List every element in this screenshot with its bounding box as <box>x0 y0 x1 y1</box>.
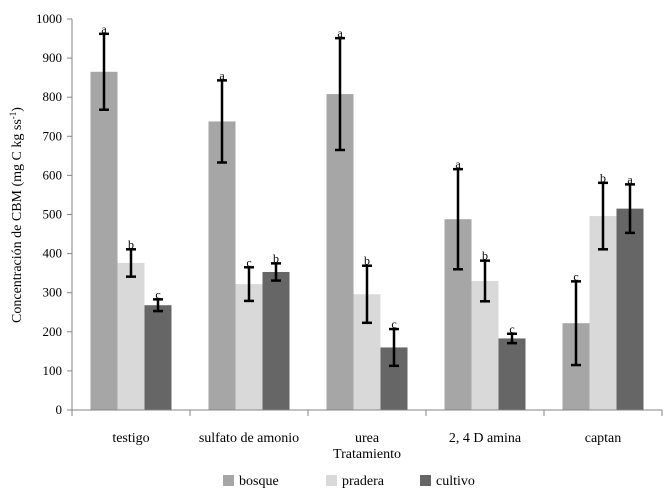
y-tick-label-800: 800 <box>43 89 63 104</box>
sig-letter-pradera-2: b <box>364 254 370 268</box>
sig-letter-pradera-3: b <box>482 249 488 263</box>
sig-letter-cultivo-0: c <box>155 287 160 301</box>
y-tick-label-400: 400 <box>43 246 63 261</box>
bar-cultivo-4 <box>616 208 644 410</box>
sig-letter-cultivo-4: a <box>627 172 633 186</box>
y-tick-label-700: 700 <box>43 128 63 143</box>
sig-letter-cultivo-3: c <box>509 322 514 336</box>
y-tick-label-600: 600 <box>43 167 63 182</box>
axes: testigo sulfato de amonio urea 2, 4 D amina… <box>36 11 663 446</box>
bar-bosque-0 <box>90 71 118 410</box>
y-axis-title-sup: -1 <box>8 112 18 120</box>
y-tick-label-100: 100 <box>43 363 63 378</box>
y-axis-title-end: ) <box>10 107 25 112</box>
bar-cultivo-3 <box>498 338 526 410</box>
y-axis-title: Concentración de CBM (mg C kg ss-1) <box>8 107 25 323</box>
category-label-3: 2, 4 D amina <box>449 431 522 446</box>
legend-label-cultivo: cultivo <box>436 474 475 489</box>
x-axis-title: Tratamiento <box>333 447 401 462</box>
bar-cultivo-1 <box>262 271 290 410</box>
y-tick-label-1000: 1000 <box>36 11 62 26</box>
y-tick-label-300: 300 <box>43 285 63 300</box>
y-axis-title-main: Concentración de CBM (mg C kg ss <box>10 119 25 323</box>
sig-letter-pradera-1: c <box>246 255 251 269</box>
bar-pradera-0 <box>117 262 145 410</box>
legend-label-pradera: pradera <box>342 474 385 489</box>
bars: a b c a c b a b c a b c c b a <box>90 22 644 411</box>
y-tick-label-200: 200 <box>43 324 63 339</box>
sig-letter-bosque-2: a <box>337 26 343 40</box>
legend-swatch-bosque <box>223 475 234 486</box>
legend-label-bosque: bosque <box>239 474 279 489</box>
sig-letter-pradera-4: b <box>600 171 606 185</box>
sig-letter-bosque-1: a <box>219 68 225 82</box>
bar-bosque-1 <box>208 121 236 410</box>
category-label-0: testigo <box>112 431 149 446</box>
y-tick-label-500: 500 <box>43 207 63 222</box>
y-tick-label-0: 0 <box>56 402 63 417</box>
bar-pradera-1 <box>235 284 263 410</box>
sig-letter-pradera-0: b <box>128 237 134 251</box>
bar-cultivo-0 <box>144 305 172 410</box>
sig-letter-cultivo-1: b <box>273 251 279 265</box>
category-label-4: captan <box>585 431 622 446</box>
sig-letter-bosque-3: a <box>455 157 461 171</box>
sig-letter-bosque-0: a <box>101 22 107 36</box>
y-tick-label-900: 900 <box>43 50 63 65</box>
sig-letter-cultivo-2: c <box>391 317 396 331</box>
legend-swatch-cultivo <box>420 475 431 486</box>
legend: bosque pradera cultivo <box>223 474 475 489</box>
category-label-1: sulfato de amonio <box>199 431 299 446</box>
category-label-2: urea <box>355 431 380 446</box>
legend-swatch-pradera <box>326 475 337 486</box>
sig-letter-bosque-4: c <box>573 269 578 283</box>
